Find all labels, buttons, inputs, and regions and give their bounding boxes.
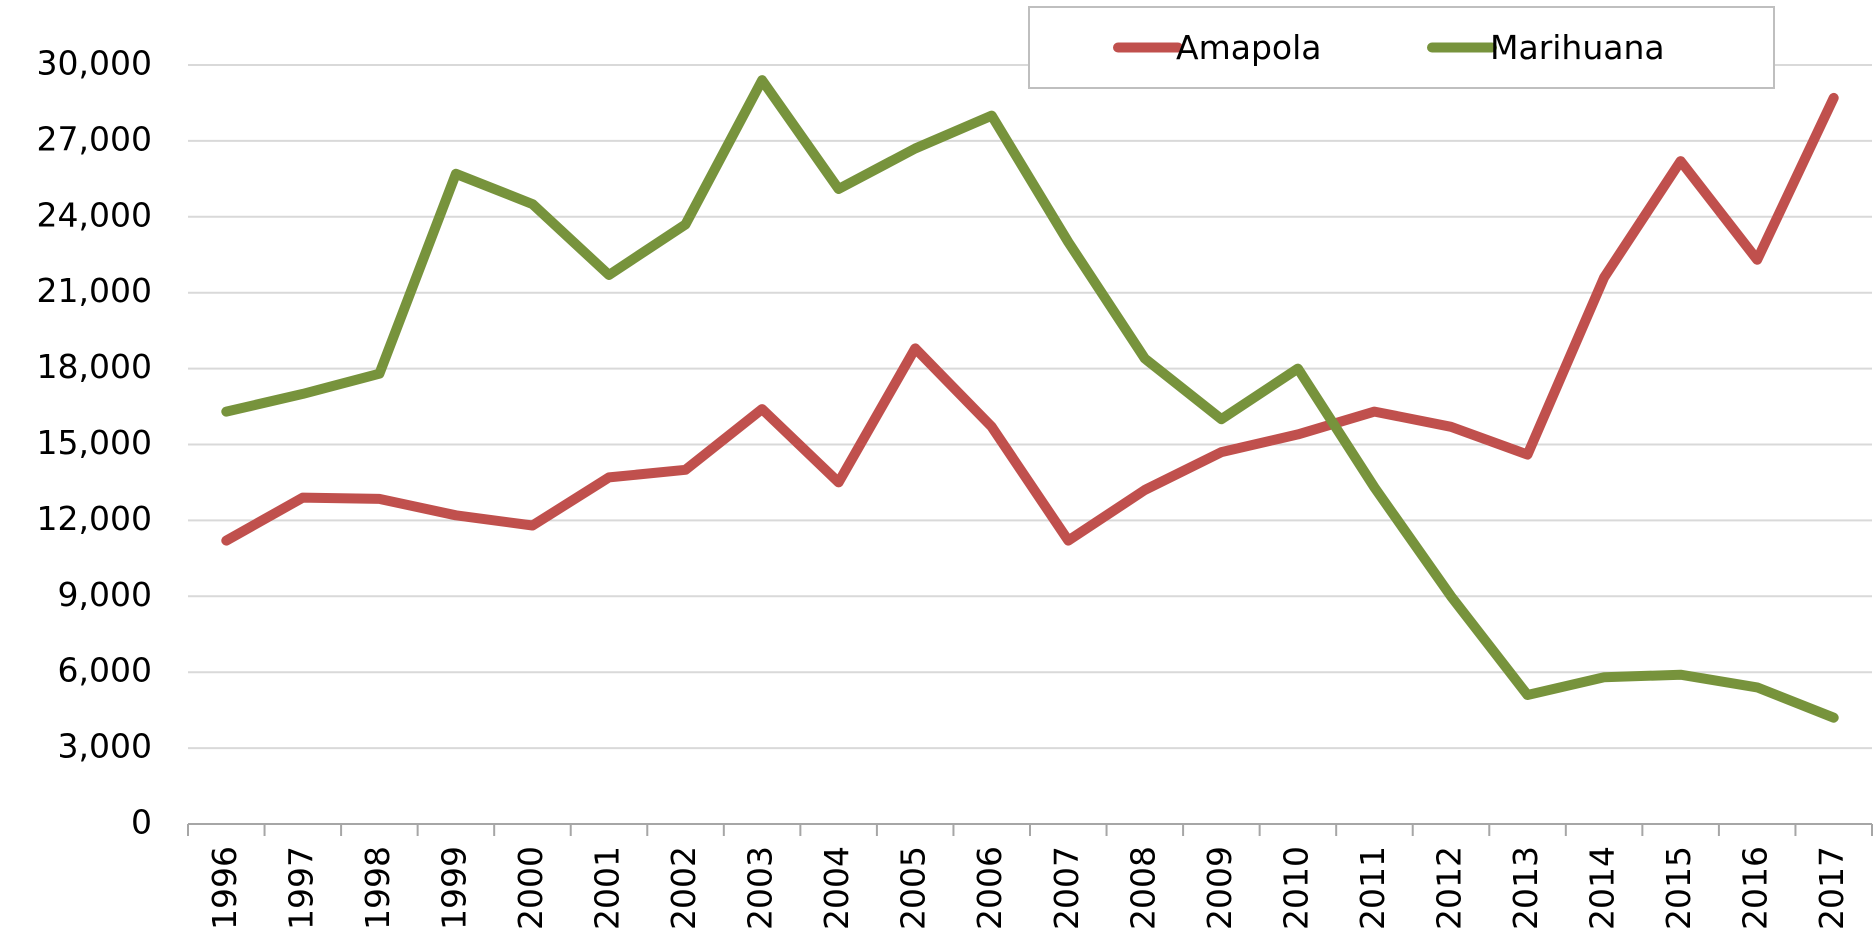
legend-label: Marihuana	[1490, 28, 1665, 67]
y-tick-label: 24,000	[37, 195, 152, 234]
legend-label: Amapola	[1176, 28, 1321, 67]
x-tick-label: 2004	[817, 846, 856, 930]
x-tick-label: 2011	[1353, 846, 1392, 930]
x-tick-label: 1997	[281, 846, 320, 930]
x-tick-label: 2006	[970, 846, 1009, 930]
y-tick-label: 18,000	[37, 347, 152, 386]
series-line	[221, 75, 1839, 723]
y-tick-label: 27,000	[37, 119, 152, 158]
x-tick-label: 2005	[894, 846, 933, 930]
x-tick-label: 2013	[1506, 846, 1545, 930]
y-tick-label: 3,000	[58, 727, 152, 766]
x-tick-label: 2016	[1736, 846, 1775, 930]
y-tick-label: 0	[131, 803, 152, 842]
x-tick-label: 2012	[1430, 846, 1469, 930]
x-tick-label: 2003	[741, 846, 780, 930]
series-line	[221, 92, 1839, 546]
x-tick-label: 2015	[1659, 846, 1698, 930]
y-tick-label: 9,000	[58, 575, 152, 614]
x-tick-label: 2008	[1123, 846, 1162, 930]
x-tick-label: 1998	[358, 846, 397, 930]
y-tick-label: 21,000	[37, 271, 152, 310]
y-tick-label: 15,000	[37, 423, 152, 462]
x-tick-label: 2001	[588, 846, 627, 930]
y-tick-label: 12,000	[37, 499, 152, 538]
x-tick-label: 2010	[1276, 846, 1315, 930]
x-tick-label: 2009	[1200, 846, 1239, 930]
x-tick-label: 2002	[664, 846, 703, 930]
x-tick-label: 2007	[1047, 846, 1086, 930]
x-tick-label: 1996	[205, 846, 244, 930]
y-tick-label: 6,000	[58, 651, 152, 690]
x-tick-label: 2000	[511, 846, 550, 930]
y-tick-label: 30,000	[37, 44, 152, 83]
x-tick-label: 1999	[434, 846, 473, 930]
x-tick-label: 2017	[1812, 846, 1851, 930]
x-tick-label: 2014	[1583, 846, 1622, 930]
